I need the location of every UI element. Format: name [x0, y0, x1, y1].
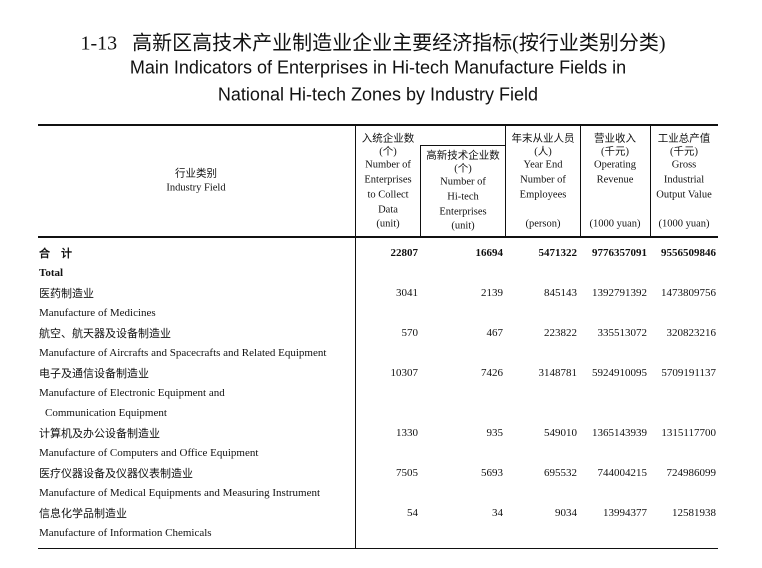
- column-header: Industrial: [663, 174, 705, 186]
- column-rule: [650, 125, 651, 237]
- row-label-en: Manufacture of Aircrafts and Spacecrafts…: [39, 347, 327, 359]
- header-rule: [38, 236, 718, 238]
- column-header: Number of: [440, 176, 486, 188]
- column-header: 高新技术企业数: [426, 150, 500, 162]
- cell-value: 935: [486, 427, 504, 439]
- cell-value: 2139: [481, 287, 503, 299]
- cell-value: 1330: [396, 427, 418, 439]
- cell-value: 9556509846: [661, 247, 716, 259]
- cell-value: 223822: [544, 327, 577, 339]
- cell-value: 7426: [481, 367, 503, 379]
- cell-value: 16694: [475, 247, 504, 259]
- cell-value: 34: [492, 507, 503, 519]
- row-label-en: Manufacture of Information Chemicals: [39, 527, 212, 539]
- column-rule: [420, 145, 421, 237]
- column-header: 年末从业人员: [511, 133, 575, 145]
- column-rule: [420, 145, 505, 146]
- title-number: 1-13 高新区高技术产业制造业企业主要经济指标(按行业类别分类): [81, 27, 666, 56]
- column-header: Employees: [519, 189, 567, 201]
- column-header: Gross: [671, 159, 697, 171]
- column-header: 入统企业数: [361, 133, 415, 145]
- column-header: (千元): [670, 146, 698, 158]
- cell-value: 320823216: [666, 327, 717, 339]
- column-header: Operating: [594, 159, 636, 171]
- column-header: 营业收入: [594, 133, 636, 145]
- column-header: 行业类别: [175, 168, 217, 180]
- cell-value: 10307: [390, 367, 419, 379]
- column-header: (unit): [451, 220, 475, 232]
- cell-value: 467: [486, 327, 504, 339]
- table-bottom-rule: [38, 548, 718, 549]
- cell-value: 3041: [396, 287, 418, 299]
- cell-value: 1473809756: [661, 287, 716, 299]
- row-label-en: Manufacture of Electronic Equipment and: [39, 387, 225, 399]
- column-header: Hi-tech: [447, 191, 479, 203]
- cell-value: 5924910095: [592, 367, 647, 379]
- cell-value: 744004215: [597, 467, 648, 479]
- row-label-cn: 合 计: [39, 248, 72, 260]
- row-label-en: Total: [39, 267, 64, 279]
- column-header: Output Value: [656, 189, 712, 201]
- table-top-rule: [38, 124, 718, 126]
- title-cn: 高新区高技术产业制造业企业主要经济指标(按行业类别分类): [132, 32, 666, 55]
- cell-value: 13994377: [603, 507, 647, 519]
- cell-value: 9776357091: [592, 247, 647, 259]
- row-label-en: Manufacture of Medical Equipments and Me…: [39, 487, 321, 499]
- row-label-cn: 电子及通信设备制造业: [39, 368, 149, 380]
- cell-value: 570: [401, 327, 419, 339]
- title-en: National Hi-tech Zones by Industry Field: [217, 84, 539, 105]
- cell-value: 695532: [544, 467, 577, 479]
- column-rule: [580, 125, 581, 237]
- column-header: (person): [525, 218, 561, 230]
- column-header: Number of: [365, 159, 411, 171]
- row-label-cn: 航空、航天器及设备制造业: [39, 328, 171, 340]
- column-header: Enterprises: [364, 174, 412, 186]
- cell-value: 549010: [544, 427, 577, 439]
- column-header: Year End: [523, 159, 563, 171]
- column-rule: [505, 125, 506, 237]
- column-header: (千元): [601, 146, 629, 158]
- cell-value: 845143: [544, 287, 577, 299]
- cell-value: 5471322: [538, 247, 578, 259]
- cell-value: 1315117700: [661, 427, 716, 439]
- row-label-en: Manufacture of Medicines: [39, 307, 156, 319]
- cell-value: 335513072: [597, 327, 648, 339]
- row-label-cn: 计算机及办公设备制造业: [39, 428, 160, 440]
- column-header: to Collect: [367, 189, 409, 201]
- cell-value: 724986099: [666, 467, 717, 479]
- column-header: (个): [454, 163, 472, 175]
- row-label-en: Manufacture of Computers and Office Equi…: [39, 447, 259, 459]
- column-header: Revenue: [596, 174, 634, 186]
- row-label-cn: 信息化学品制造业: [39, 508, 127, 520]
- title-en: Main Indicators of Enterprises in Hi-tec…: [129, 57, 627, 78]
- column-header: Enterprises: [439, 206, 487, 218]
- row-label-cn: 医疗仪器设备及仪器仪表制造业: [39, 468, 193, 480]
- cell-value: 7505: [396, 467, 418, 479]
- cell-value: 5693: [481, 467, 503, 479]
- table-number: 1-13: [80, 32, 118, 55]
- cell-value: 22807: [390, 247, 419, 259]
- column-header: Data: [378, 204, 398, 216]
- column-header: Number of: [520, 174, 566, 186]
- row-label-en: Communication Equipment: [45, 407, 167, 419]
- column-rule: [355, 125, 356, 548]
- cell-value: 3148781: [538, 367, 578, 379]
- cell-value: 1365143939: [592, 427, 647, 439]
- cell-value: 9034: [555, 507, 577, 519]
- column-header: (1000 yuan): [658, 218, 710, 230]
- cell-value: 1392791392: [592, 287, 647, 299]
- cell-value: 12581938: [672, 507, 716, 519]
- cell-value: 5709191137: [661, 367, 716, 379]
- column-header: Industry Field: [166, 182, 226, 194]
- column-header: (unit): [376, 218, 400, 230]
- column-header: (1000 yuan): [589, 218, 641, 230]
- row-label-cn: 医药制造业: [39, 288, 94, 300]
- column-header: (个): [379, 146, 397, 158]
- column-header: 工业总产值: [657, 133, 711, 145]
- cell-value: 54: [407, 507, 418, 519]
- column-header: (人): [534, 146, 552, 158]
